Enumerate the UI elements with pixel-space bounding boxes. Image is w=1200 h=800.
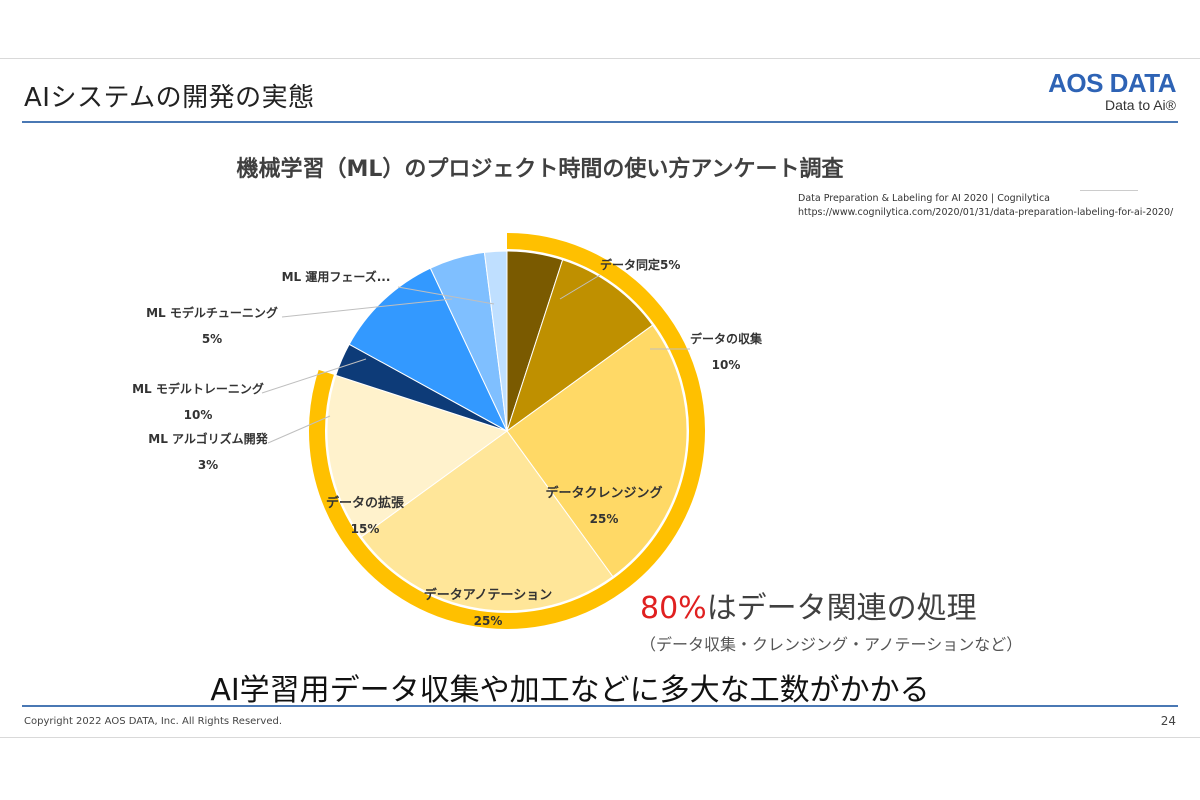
highlight-text: はデータ関連の処理 bbox=[706, 591, 977, 626]
conclusion-text: AI学習用データ収集や加工などに多大な工数がかかる bbox=[210, 673, 930, 708]
leader-line bbox=[559, 274, 601, 300]
source-line-2: https://www.cognilytica.com/2020/01/31/d… bbox=[798, 207, 1174, 218]
copyright: Copyright 2022 AOS DATA, Inc. All Rights… bbox=[24, 716, 283, 727]
slice-label: ML モデルチューニング bbox=[146, 305, 278, 320]
slice-label: データの収集 bbox=[690, 331, 763, 346]
logo-tagline: Data to Ai® bbox=[1104, 97, 1176, 113]
slice-label: ML アルゴリズム開発 bbox=[148, 431, 268, 446]
leader-line bbox=[267, 415, 331, 444]
footer-divider bbox=[22, 705, 1178, 707]
slice-value-label: 25% bbox=[474, 614, 503, 628]
slice-value-label: 10% bbox=[184, 408, 213, 422]
pie-chart: データ同定5% データの収集 10% データクレンジング 25% データアノテーション 25… bbox=[132, 233, 763, 629]
slice-label: ML モデルトレーニング bbox=[132, 381, 264, 396]
slice-value-label: 10% bbox=[712, 358, 741, 372]
source-citation: Data Preparation & Labeling for AI 2020 … bbox=[798, 192, 1173, 220]
title-divider bbox=[22, 121, 1178, 123]
slice-value-label: 3% bbox=[198, 458, 218, 472]
slice-label: ML 運用フェーズ... bbox=[282, 269, 391, 284]
slice-label: データクレンジング bbox=[545, 485, 662, 501]
highlight-statement: 80%はデータ関連の処理 bbox=[640, 583, 977, 627]
data-related-highlight-ring bbox=[309, 233, 705, 629]
pie-slice bbox=[348, 267, 509, 433]
leader-line bbox=[281, 298, 453, 318]
pie-slice bbox=[506, 324, 688, 578]
pie-slice bbox=[326, 374, 509, 538]
chart-title: 機械学習（ML）のプロジェクト時間の使い方アンケート調査 bbox=[236, 157, 844, 182]
slice-value-label: 5% bbox=[202, 332, 222, 346]
source-underline bbox=[1080, 190, 1138, 191]
aos-data-logo: AOS DATA Data to Ai® bbox=[1048, 69, 1176, 113]
slice-label: データ同定5% bbox=[600, 257, 680, 272]
highlight-percent: 80% bbox=[640, 591, 707, 626]
slide: AIシステムの開発の実態 AOS DATA Data to Ai® 機械学習（M… bbox=[0, 58, 1200, 738]
pie-slice bbox=[360, 430, 614, 612]
slice-value-label: 25% bbox=[590, 512, 619, 526]
leader-line bbox=[261, 358, 367, 394]
slice-label: データの拡張 bbox=[326, 495, 405, 511]
page-number: 24 bbox=[1160, 714, 1176, 728]
logo-main-text: AOS DATA bbox=[1048, 68, 1176, 98]
pie-slice bbox=[506, 259, 654, 433]
slice-value-label: 15% bbox=[351, 522, 380, 536]
slide-title: AIシステムの開発の実態 bbox=[24, 83, 315, 113]
highlight-subnote: （データ収集・クレンジング・アノテーションなど） bbox=[640, 635, 1023, 654]
pie-slice bbox=[483, 250, 508, 432]
leader-line bbox=[397, 286, 495, 305]
slice-label: データアノテーション bbox=[424, 587, 553, 603]
source-line-1: Data Preparation & Labeling for AI 2020 … bbox=[798, 193, 1050, 204]
